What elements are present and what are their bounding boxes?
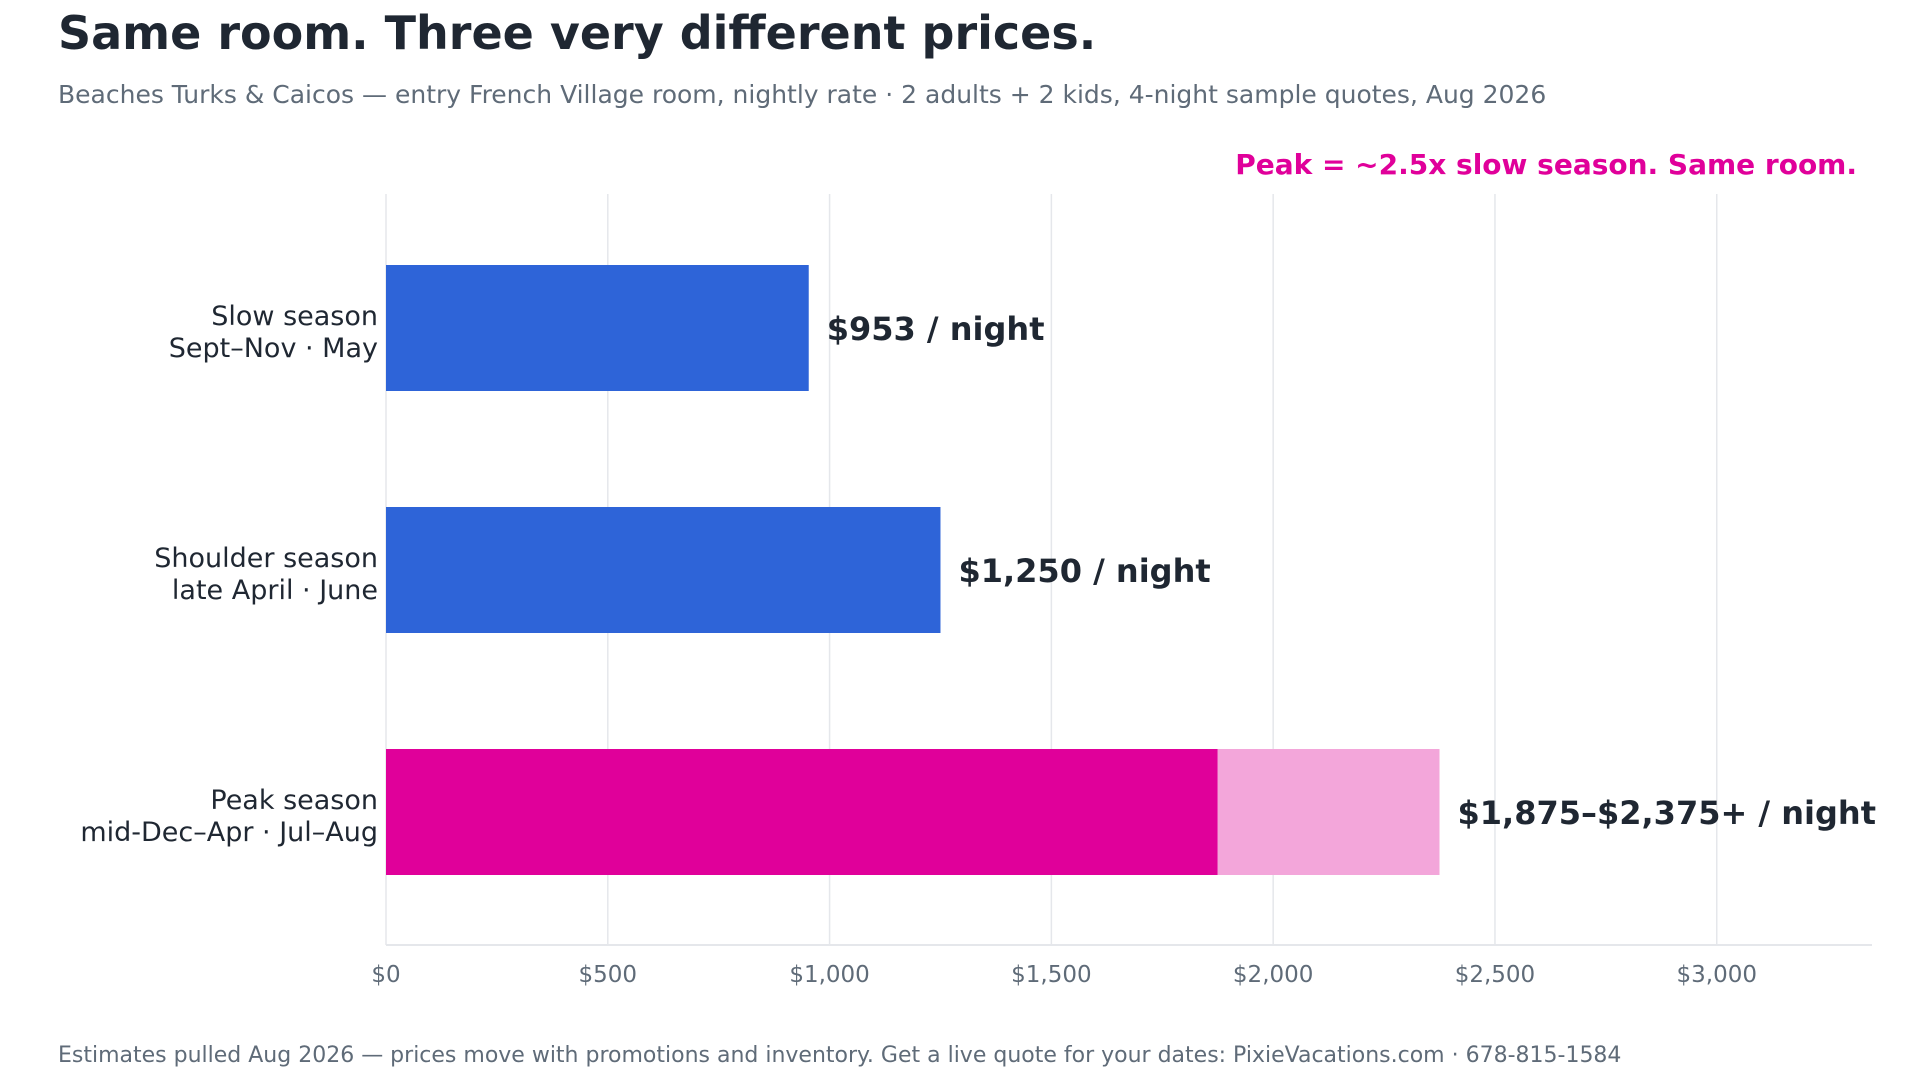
chart-subtitle: Beaches Turks & Caicos — entry French Vi… [58,80,1547,109]
bar [386,265,809,391]
labels: $0 $500 $1,000 $1,500 $2,000 $2,500 $3,000 $953… [80,148,1876,988]
category-label: Shoulder season [154,543,378,574]
x-tick-label: $2,500 [1455,962,1535,988]
x-tick-label: $500 [579,962,638,988]
category-label: Slow season [211,301,378,332]
bars [386,265,1440,875]
bar-value-label: $953 / night [827,310,1045,348]
x-tick-label: $3,000 [1677,962,1757,988]
category-sublabel: Sept–Nov · May [169,333,378,364]
category-label: Peak season [210,785,378,816]
x-tick-label: $2,000 [1233,962,1313,988]
bar [386,507,941,633]
chart-annotation: Peak = ~2.5x slow season. Same room. [1235,148,1857,181]
bar-range [1217,749,1440,875]
chart-title: Same room. Three very different prices. [58,6,1097,60]
bar [386,749,1218,875]
x-tick-label: $1,500 [1011,962,1091,988]
x-tick-label: $0 [371,962,400,988]
category-sublabel: late April · June [172,575,378,606]
bar-value-label: $1,875–$2,375+ / night [1458,794,1876,832]
x-tick-label: $1,000 [789,962,869,988]
footer-note: Estimates pulled Aug 2026 — prices move … [58,1043,1622,1068]
category-sublabel: mid-Dec–Apr · Jul–Aug [80,817,378,848]
bar-value-label: $1,250 / night [958,552,1210,590]
